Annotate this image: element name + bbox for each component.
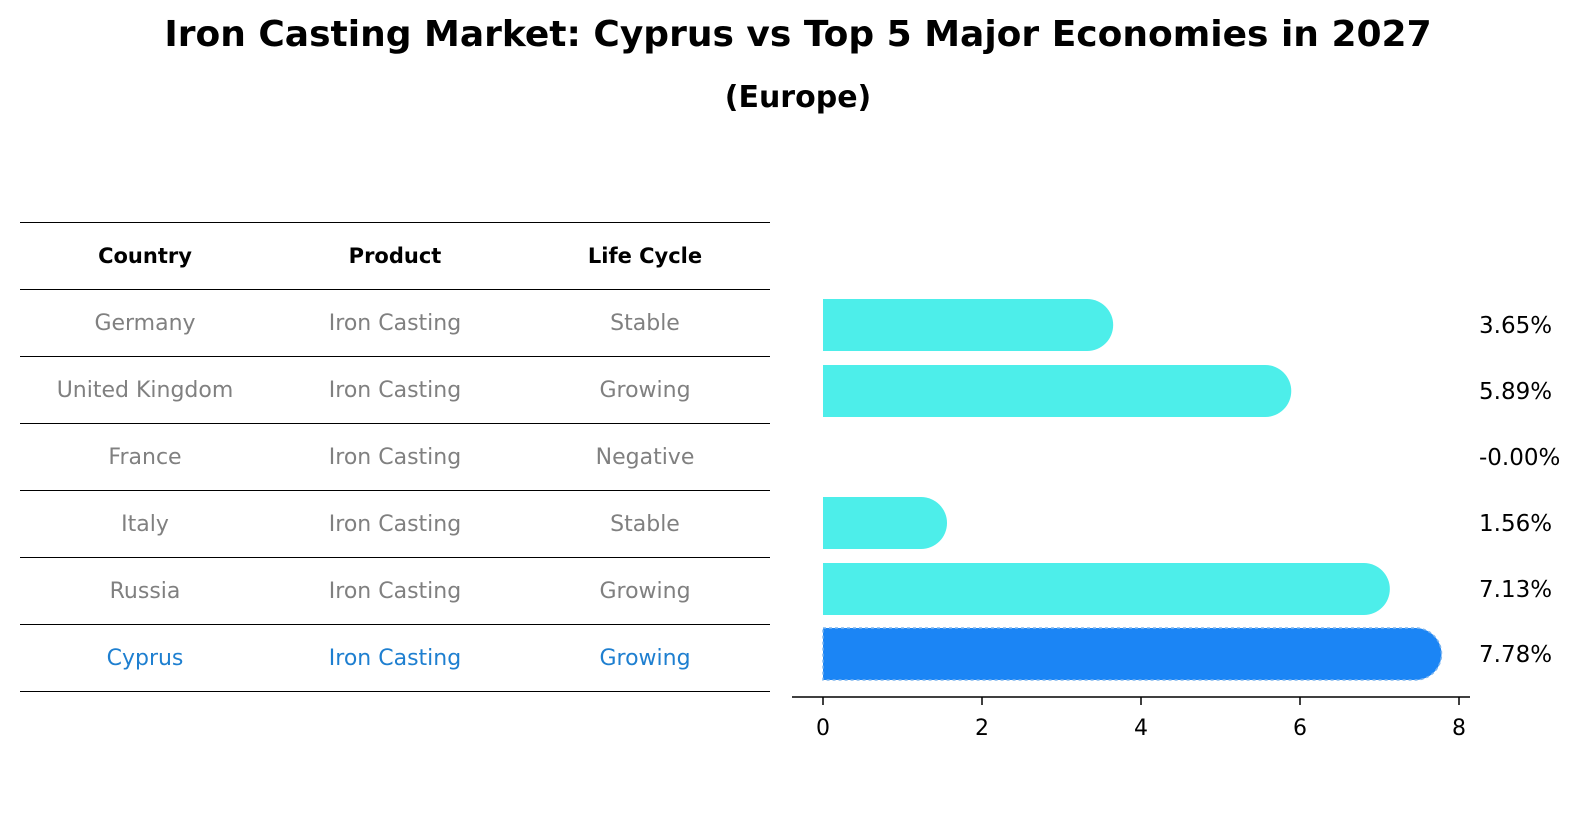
bar-russia — [823, 563, 1390, 615]
cell-country: United Kingdom — [56, 377, 234, 403]
bar-italy — [823, 497, 948, 549]
bar-value-label: 3.65% — [1479, 313, 1552, 339]
chart-title: Iron Casting Market: Cyprus vs Top 5 Maj… — [164, 14, 1432, 55]
cell-country: Italy — [121, 511, 169, 537]
x-tick-label: 4 — [1134, 716, 1148, 741]
cell-life-cycle: Negative — [595, 444, 695, 470]
table-row: Germany Iron Casting Stable — [20, 290, 770, 357]
cell-life-cycle: Stable — [610, 511, 680, 537]
cell-product: Iron Casting — [328, 578, 462, 604]
x-tick-label: 6 — [1293, 716, 1307, 741]
table-row: Italy Iron Casting Stable — [20, 491, 770, 558]
cell-country: France — [108, 444, 182, 470]
cell-country: Cyprus — [106, 645, 184, 671]
x-tick-label: 0 — [816, 716, 830, 741]
bar-cyprus — [822, 627, 1443, 681]
table-header-row: Country Product Life Cycle — [20, 223, 770, 290]
cell-product: Iron Casting — [328, 645, 462, 671]
cell-life-cycle: Growing — [599, 578, 691, 604]
cell-product: Iron Casting — [328, 310, 462, 336]
bar-value-label: 7.13% — [1479, 577, 1552, 603]
cell-life-cycle: Stable — [610, 310, 680, 336]
cell-country: Russia — [109, 578, 181, 604]
cell-product: Iron Casting — [328, 377, 462, 403]
bar-value-label: 7.78% — [1479, 642, 1552, 668]
table-row: Russia Iron Casting Growing — [20, 558, 770, 625]
table-row: United Kingdom Iron Casting Growing — [20, 357, 770, 424]
table-row: France Iron Casting Negative — [20, 424, 770, 491]
x-tick-label: 8 — [1452, 716, 1466, 741]
cell-life-cycle: Growing — [599, 645, 691, 671]
bar-value-label: -0.00% — [1479, 445, 1560, 471]
header-life-cycle: Life Cycle — [587, 244, 703, 268]
bar-united-kingdom — [823, 365, 1292, 417]
header-product: Product — [348, 244, 442, 268]
header-country: Country — [98, 244, 192, 268]
x-tick-label: 2 — [975, 716, 989, 741]
bar-value-label: 1.56% — [1479, 511, 1552, 537]
country-table: Country Product Life Cycle Germany Iron … — [20, 222, 770, 692]
cell-country: Germany — [94, 310, 196, 336]
cell-life-cycle: Growing — [599, 377, 691, 403]
table-row-highlight: Cyprus Iron Casting Growing — [20, 625, 770, 692]
cell-product: Iron Casting — [328, 511, 462, 537]
bar-germany — [823, 299, 1114, 351]
bar-value-label: 5.89% — [1479, 379, 1552, 405]
chart-subtitle: (Europe) — [724, 80, 872, 115]
cell-product: Iron Casting — [328, 444, 462, 470]
